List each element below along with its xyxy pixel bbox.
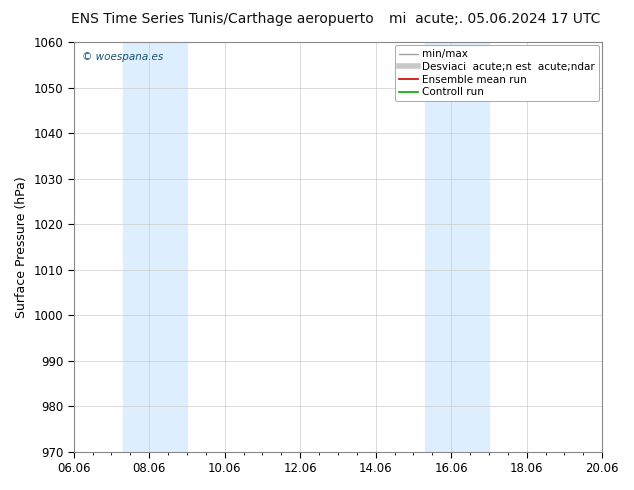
- Text: mi  acute;. 05.06.2024 17 UTC: mi acute;. 05.06.2024 17 UTC: [389, 12, 600, 26]
- Text: © woespana.es: © woespana.es: [82, 52, 163, 62]
- Y-axis label: Surface Pressure (hPa): Surface Pressure (hPa): [15, 176, 28, 318]
- Bar: [123, 42, 187, 452]
- Text: ENS Time Series Tunis/Carthage aeropuerto: ENS Time Series Tunis/Carthage aeropuert…: [70, 12, 373, 26]
- Bar: [425, 42, 489, 452]
- Legend: min/max, Desviaci  acute;n est  acute;ndar, Ensemble mean run, Controll run: min/max, Desviaci acute;n est acute;ndar…: [395, 45, 599, 101]
